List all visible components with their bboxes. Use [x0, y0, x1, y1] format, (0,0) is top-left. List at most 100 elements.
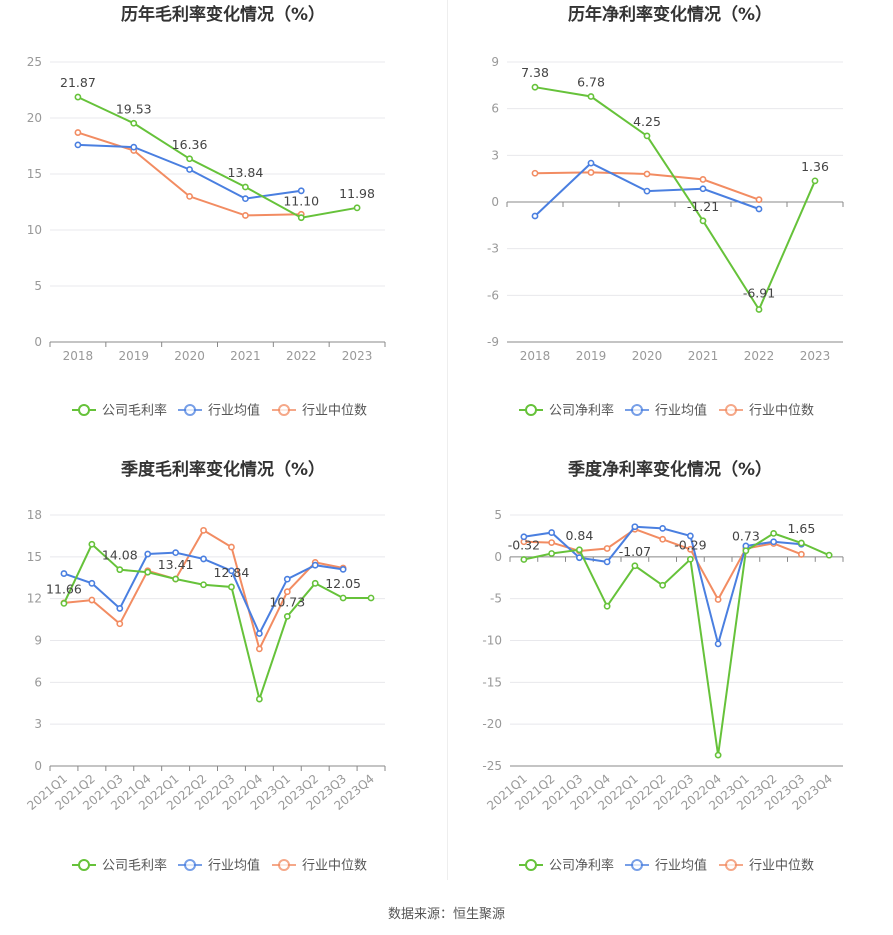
x-tick-label: 2023	[342, 349, 373, 363]
legend-label: 行业均值	[208, 858, 260, 874]
legend-marker	[278, 859, 290, 871]
data-point-median	[228, 543, 235, 551]
data-point-median	[186, 192, 193, 200]
data-label: 14.08	[102, 548, 138, 563]
x-tick-label: 2021	[688, 349, 719, 363]
y-tick-label: -9	[487, 335, 499, 349]
data-point-avg	[548, 529, 556, 536]
data-point-avg	[531, 212, 539, 220]
chart-title: 历年净利率变化情况（%）	[568, 4, 772, 25]
data-point-avg	[575, 554, 583, 562]
data-point-avg	[631, 523, 639, 531]
legend-item-company: 公司毛利率	[72, 858, 167, 874]
legend-item-median: 行业中位数	[272, 404, 367, 419]
data-point-company	[283, 612, 291, 620]
quarterly-net-margin-chart: 季度净利率变化情况（%）-25-20-15-10-5052021Q12021Q2…	[482, 459, 844, 874]
data-label: -1.21	[687, 199, 719, 214]
legend-marker	[525, 859, 537, 871]
data-label: -1.07	[619, 544, 651, 559]
y-tick-label: 18	[27, 508, 42, 522]
data-point-company	[548, 550, 556, 557]
data-point-company	[575, 546, 583, 554]
series-company	[74, 93, 361, 222]
data-point-company	[242, 183, 249, 191]
data-label: 1.65	[787, 521, 815, 536]
data-point-company	[603, 602, 611, 610]
y-tick-label: 0	[34, 335, 42, 349]
data-point-avg	[186, 166, 193, 173]
legend-item-avg: 行业均值	[178, 403, 260, 419]
chart-panel-annual-net: 历年净利率变化情况（%） -9 -6 -3 0 3 6 9 2018 2019 2020 2021 20…	[447, 0, 893, 455]
quarterly-gross-margin-chart: 季度毛利率变化情况（%）03691215182021Q12021Q22021Q3…	[24, 459, 386, 874]
data-source-note: 数据来源：恒生聚源	[387, 907, 505, 922]
data-point-company	[643, 132, 651, 140]
data-point-company	[130, 119, 138, 127]
data-point-median	[699, 176, 707, 183]
chart-panel-annual-gross: 历年毛利率变化情况（%） 0 5 10 15 20 25 2018 2019 2020 2021 20…	[0, 0, 446, 455]
legend-label: 公司毛利率	[102, 858, 167, 874]
data-label: -0.29	[674, 537, 706, 552]
series-avg	[531, 159, 763, 220]
data-point-company	[755, 306, 763, 313]
data-point-avg	[659, 524, 667, 532]
data-point-median	[200, 526, 207, 534]
data-point-company	[531, 83, 539, 91]
series-line-company	[523, 532, 830, 756]
annual-gross-margin-chart: 历年毛利率变化情况（%） 0 5 10 15 20 25 2018 2019 2020 2021 20…	[27, 4, 386, 419]
data-point-avg	[297, 187, 305, 195]
y-tick-label: -3	[487, 242, 499, 256]
data-point-company	[686, 555, 694, 563]
data-point-avg	[699, 185, 707, 193]
data-point-company	[60, 600, 68, 607]
data-label: 4.25	[633, 114, 661, 129]
data-point-company	[255, 695, 263, 703]
data-point-company	[339, 594, 347, 602]
legend-item-avg: 行业均值	[178, 858, 260, 874]
legend-item-company: 公司净利率	[519, 858, 614, 874]
data-point-company	[631, 562, 639, 570]
data-label: 6.78	[577, 75, 605, 90]
data-point-avg	[587, 159, 595, 167]
data-point-company	[587, 93, 595, 100]
chart-panel-quarterly-net: 季度净利率变化情况（%） -25 -20 -15 -10 -5 0 5 2021Q1 2021Q2…	[447, 455, 893, 910]
series-avg	[74, 141, 305, 203]
y-tick-label: -5	[490, 592, 502, 606]
data-point-avg	[74, 141, 82, 149]
data-label: 10.73	[269, 594, 305, 609]
chart-legend: 公司毛利率 行业均值 行业中位数	[72, 858, 367, 874]
chart-legend: 公司毛利率 行业均值 行业中位数	[72, 403, 367, 419]
chart-title: 季度净利率变化情况（%）	[568, 459, 772, 480]
data-point-company	[742, 547, 750, 555]
data-point-company	[353, 204, 361, 212]
legend-item-company: 公司毛利率	[72, 403, 167, 419]
data-point-company	[659, 581, 667, 589]
legend-marker	[78, 404, 90, 416]
x-tick-label: 2020	[174, 349, 205, 363]
legend-label: 行业中位数	[749, 404, 814, 419]
data-point-median	[603, 545, 611, 552]
y-tick-label: 0	[491, 195, 499, 209]
legend-label: 行业中位数	[302, 404, 367, 419]
data-point-avg	[603, 558, 611, 566]
data-label: -6.91	[743, 285, 775, 300]
y-tick-label: -15	[482, 675, 502, 689]
data-point-company	[770, 530, 778, 537]
chart-legend: 公司净利率 行业均值 行业中位数	[519, 403, 814, 419]
chart-legend: 公司净利率 行业均值 行业中位数	[519, 858, 814, 874]
series-line-avg	[63, 551, 344, 636]
data-label: 12.84	[214, 565, 250, 580]
legend-marker	[278, 404, 290, 416]
data-point-company	[186, 155, 193, 163]
legend-label: 公司净利率	[549, 403, 614, 419]
data-label: 0.73	[732, 529, 760, 544]
series-company	[60, 540, 375, 703]
legend-label: 行业中位数	[302, 859, 367, 874]
y-tick-label: -20	[482, 717, 502, 731]
annual-net-margin-chart: 历年净利率变化情况（%） -9 -6 -3 0 3 6 9 2018 2019 2020 2021 20…	[487, 4, 844, 419]
series-line-company	[77, 96, 358, 219]
data-point-avg	[242, 195, 249, 203]
y-tick-label: 12	[27, 592, 42, 606]
legend-marker	[184, 404, 196, 416]
legend-item-company: 公司净利率	[519, 403, 614, 419]
data-point-company	[367, 594, 375, 602]
